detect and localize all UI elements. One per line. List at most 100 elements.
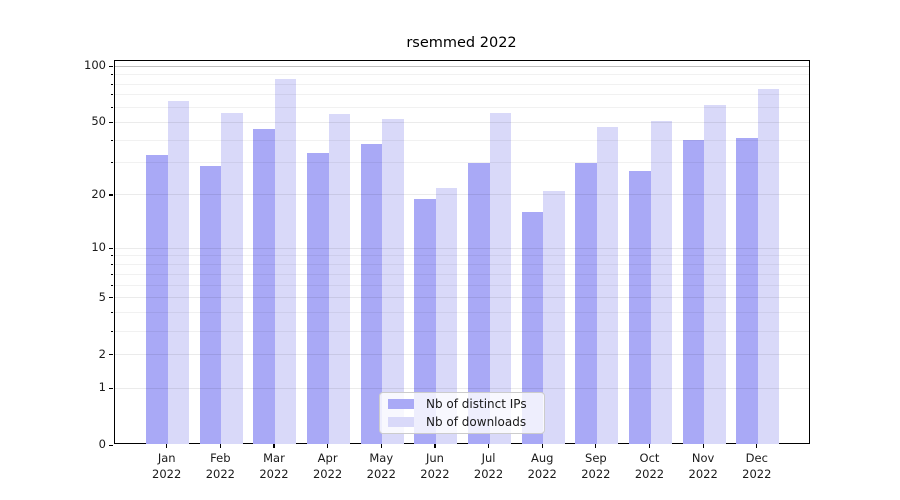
x-axis-tick-label: Sep 2022: [581, 451, 611, 481]
legend-item-label: Nb of distinct IPs: [426, 397, 527, 411]
bar-feb-distinct-ips: [199, 165, 222, 444]
bar-jun-downloads: [435, 187, 458, 444]
minor-gridline: [114, 312, 809, 314]
y-axis-tick: [109, 121, 114, 123]
minor-gridline: [114, 264, 809, 266]
y-axis-minor-tick: [110, 273, 114, 275]
legend-item-label: Nb of downloads: [426, 415, 527, 429]
y-axis-tick: [109, 65, 114, 67]
x-axis-tick: [166, 444, 168, 448]
bar-sep-downloads: [596, 127, 619, 444]
y-axis-minor-tick: [110, 284, 114, 286]
bar-jan-downloads: [167, 100, 190, 444]
x-axis-tick-label: Feb 2022: [205, 451, 235, 481]
y-axis-tick-label: 100: [84, 58, 106, 72]
x-axis-tick: [488, 444, 490, 448]
x-axis-tick-label: Mar 2022: [259, 451, 289, 481]
bar-oct-downloads: [650, 120, 672, 444]
bar-jan-distinct-ips: [146, 155, 168, 444]
bar-nov-distinct-ips: [682, 140, 705, 444]
bar-apr-distinct-ips: [307, 153, 329, 444]
minor-gridline: [114, 284, 809, 286]
bar-sep-distinct-ips: [575, 162, 597, 444]
bar-jul-distinct-ips: [468, 162, 490, 444]
y-axis-minor-tick: [110, 162, 114, 164]
y-axis-minor-tick: [110, 330, 114, 332]
minor-gridline: [114, 83, 809, 85]
x-axis-tick-label: Nov 2022: [688, 451, 718, 481]
y-axis-minor-tick: [110, 83, 114, 85]
y-axis-tick: [109, 387, 114, 389]
x-axis-tick-label: May 2022: [366, 451, 396, 481]
minor-gridline: [114, 139, 809, 141]
major-gridline: [114, 354, 809, 356]
y-axis-minor-tick: [110, 264, 114, 266]
x-axis-tick-label: Jan 2022: [152, 451, 182, 481]
x-axis-tick-label: Dec 2022: [742, 451, 772, 481]
x-axis-tick: [649, 444, 651, 448]
x-axis-tick: [756, 444, 758, 448]
chart-title: rsemmed 2022: [406, 35, 517, 51]
x-axis-tick: [702, 444, 704, 448]
bar-may-downloads: [382, 118, 404, 444]
y-axis-tick-label: 5: [98, 289, 106, 304]
x-axis-tick-label: Oct 2022: [634, 451, 665, 481]
x-axis-tick-label: Jul 2022: [473, 451, 504, 481]
y-axis-tick: [109, 194, 114, 196]
minor-gridline: [114, 162, 809, 164]
bar-dec-distinct-ips: [736, 138, 758, 444]
bar-mar-distinct-ips: [253, 128, 275, 444]
x-axis-tick: [380, 444, 382, 448]
plot-area: [109, 59, 810, 446]
legend-item: Nb of distinct IPs: [388, 397, 544, 411]
minor-gridline: [114, 330, 809, 332]
y-axis-tick-label: 10: [91, 240, 106, 255]
y-axis-tick: [109, 297, 114, 299]
major-gridline: [114, 247, 809, 249]
y-axis-minor-tick: [110, 106, 114, 108]
x-axis-tick: [434, 444, 436, 448]
legend-color-swatch-icon: [388, 417, 414, 427]
legend-color-swatch-icon: [388, 399, 414, 409]
major-gridline: [114, 387, 809, 389]
y-axis-tick: [109, 247, 114, 249]
minor-gridline: [114, 94, 809, 96]
y-axis-tick-label: 2: [98, 346, 106, 361]
bar-aug-distinct-ips: [521, 212, 544, 444]
y-axis-tick-label: 0: [98, 437, 106, 451]
minor-gridline: [114, 106, 809, 108]
bar-nov-downloads: [704, 104, 726, 444]
y-axis-tick-label: 50: [91, 114, 106, 129]
x-axis-tick: [219, 444, 221, 448]
y-axis-minor-tick: [110, 312, 114, 314]
legend: Nb of distinct IPs Nb of downloads: [379, 392, 545, 434]
bar-apr-downloads: [328, 114, 351, 444]
minor-gridline: [114, 74, 809, 76]
y-axis-tick: [109, 444, 114, 446]
x-axis-tick-label: Apr 2022: [312, 451, 343, 481]
bar-jun-distinct-ips: [414, 198, 436, 444]
y-axis-tick: [109, 354, 114, 356]
major-gridline: [114, 194, 809, 196]
bar-aug-downloads: [543, 191, 565, 444]
y-axis-tick-label: 20: [91, 186, 106, 201]
bar-feb-downloads: [221, 112, 243, 444]
x-axis-tick: [273, 444, 275, 448]
minor-gridline: [114, 255, 809, 257]
x-axis-tick-label: Jun 2022: [420, 451, 450, 481]
bar-jul-downloads: [489, 112, 512, 444]
legend-item: Nb of downloads: [388, 415, 544, 429]
major-gridline: [114, 297, 809, 299]
major-gridline: [114, 65, 809, 67]
x-axis-tick: [541, 444, 543, 448]
x-axis-tick: [595, 444, 597, 448]
x-axis-tick-label: Aug 2022: [527, 451, 557, 481]
minor-gridline: [114, 273, 809, 275]
y-axis-minor-tick: [110, 255, 114, 257]
y-axis-minor-tick: [110, 139, 114, 141]
bar-mar-downloads: [274, 79, 297, 444]
y-axis-tick-label: 1: [98, 380, 106, 395]
bar-dec-downloads: [757, 89, 780, 444]
x-axis-tick: [327, 444, 329, 448]
